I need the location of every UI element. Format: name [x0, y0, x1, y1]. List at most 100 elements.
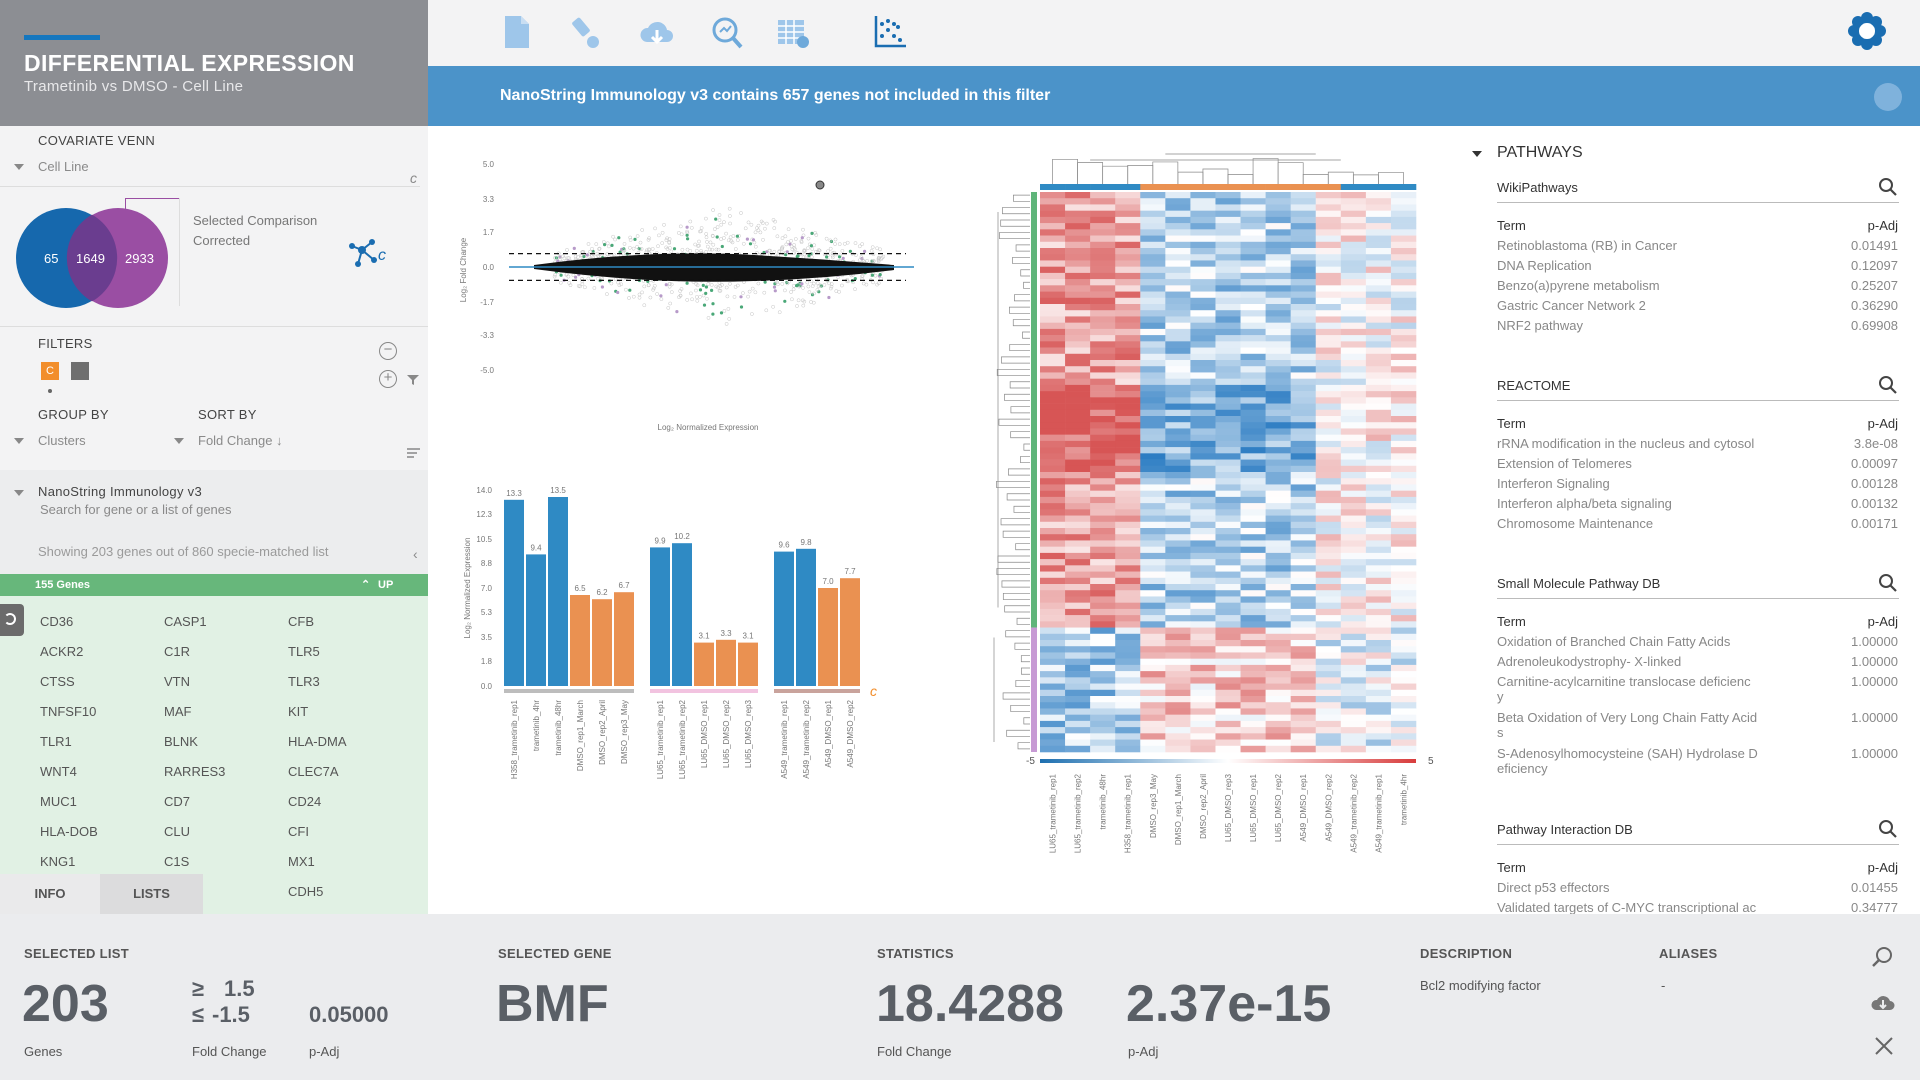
gene-item[interactable]: MAF [164, 704, 192, 719]
venn-overlap[interactable] [66, 214, 118, 302]
cloud-download-icon[interactable] [1871, 992, 1895, 1012]
pathway-term[interactable]: Chromosome Maintenance [1497, 516, 1654, 531]
search-icon[interactable] [1878, 819, 1898, 839]
pathway-term[interactable]: Oxidation of Branched Chain Fatty Acids [1497, 634, 1731, 649]
brush-icon[interactable] [566, 12, 604, 52]
pathway-term[interactable]: DNA Replication [1497, 258, 1592, 273]
bar[interactable] [504, 499, 524, 686]
search-chart-icon[interactable] [708, 12, 746, 52]
pathway-term[interactable]: Adrenoleukodystrophy- X-linked [1497, 654, 1682, 669]
chevron-up-icon[interactable]: ⌃ [361, 579, 371, 591]
gene-list-header[interactable]: 155 Genes ⌃ UP [0, 574, 428, 596]
gene-item[interactable]: VTN [164, 674, 190, 689]
venn-dropdown[interactable]: Cell Line [38, 159, 89, 174]
bar[interactable] [796, 548, 816, 686]
selected-gene-point[interactable] [815, 180, 825, 190]
sort-lines-icon[interactable] [407, 448, 421, 460]
tab-lists[interactable]: LISTS [100, 874, 203, 914]
bar[interactable] [650, 547, 670, 686]
tab-info[interactable]: INFO [0, 874, 100, 914]
pathway-term[interactable]: S-Adenosylhomocysteine (SAH) Hydrolase D… [1497, 746, 1758, 776]
pathway-term[interactable]: Extension of Telomeres [1497, 456, 1632, 471]
gene-item[interactable]: TLR3 [288, 674, 320, 689]
gene-item[interactable]: BLNK [164, 734, 198, 749]
gene-item[interactable]: CFI [288, 824, 309, 839]
gene-item[interactable]: MUC1 [40, 794, 77, 809]
pathway-term[interactable]: Validated targets of C-MYC transcription… [1497, 900, 1757, 915]
pathway-term[interactable]: Benzo(a)pyrene metabolism [1497, 278, 1660, 293]
info-toggle-icon[interactable] [0, 604, 24, 636]
bar[interactable] [774, 551, 794, 686]
venn-diagram[interactable]: 65 1649 2933 [14, 206, 174, 312]
gene-item[interactable]: CLU [164, 824, 191, 839]
search-icon[interactable] [1878, 573, 1898, 593]
gene-item[interactable]: C1R [164, 644, 191, 659]
document-icon[interactable] [498, 12, 536, 52]
gene-item[interactable]: HLA-DMA [288, 734, 347, 749]
gene-item[interactable]: CDH5 [288, 884, 324, 899]
bar[interactable] [716, 639, 736, 686]
gene-item[interactable]: CD36 [40, 614, 74, 629]
sort-by-dropdown[interactable]: Fold Change ↓ [198, 433, 283, 448]
ma-plot[interactable]: 5.0 3.3 1.7 0.0 -1.7 -3.3 -5.0 Log₂ Fold Change… [454, 152, 954, 442]
bar[interactable] [592, 599, 612, 686]
pathway-term[interactable]: Beta Oxidation of Very Long Chain Fatty … [1497, 710, 1758, 740]
pathway-term[interactable]: Interferon alpha/beta signaling [1497, 496, 1672, 511]
gene-item[interactable]: KIT [288, 704, 309, 719]
cloud-download-icon[interactable] [638, 12, 676, 52]
scatter-axis-icon[interactable] [870, 12, 908, 52]
close-icon[interactable] [1874, 1036, 1894, 1056]
gene-item[interactable]: C1S [164, 854, 190, 869]
filter-funnel-icon[interactable] [407, 374, 419, 386]
gene-item[interactable]: CD7 [164, 794, 191, 809]
search-icon[interactable] [1878, 177, 1898, 197]
bar[interactable] [694, 642, 714, 686]
pathway-term[interactable]: Interferon Signaling [1497, 476, 1610, 491]
bar[interactable] [526, 554, 546, 686]
pathway-term[interactable]: Direct p53 effectors [1497, 880, 1610, 895]
flower-logo-icon[interactable] [1846, 10, 1888, 52]
gene-item[interactable]: KNG1 [40, 854, 76, 869]
gene-item[interactable]: RARRES3 [164, 764, 226, 779]
search-icon[interactable] [1872, 946, 1894, 968]
pathway-term[interactable]: Gastric Cancer Network 2 [1497, 298, 1646, 313]
table-settings-icon[interactable] [773, 12, 811, 52]
filter-chip-c[interactable]: C [41, 362, 59, 380]
gene-item[interactable]: ACKR2 [40, 644, 84, 659]
gene-search-input[interactable]: Search for gene or a list of genes [40, 502, 232, 517]
chevron-down-icon[interactable] [14, 438, 24, 444]
filter-chip-gray[interactable] [71, 362, 89, 380]
gene-item[interactable]: MX1 [288, 854, 315, 869]
bar[interactable] [738, 642, 758, 686]
bar[interactable] [614, 592, 634, 686]
gene-item[interactable]: CASP1 [164, 614, 207, 629]
search-icon[interactable] [1878, 375, 1898, 395]
gene-item[interactable]: CLEC7A [288, 764, 339, 779]
chevron-down-icon[interactable] [174, 438, 184, 444]
network-icon[interactable]: c [348, 236, 392, 270]
zoom-out-icon[interactable]: − [379, 342, 397, 360]
gene-item[interactable]: CFB [288, 614, 314, 629]
bar[interactable] [818, 588, 838, 686]
heatmap-cells[interactable] [1040, 192, 1417, 753]
pathway-term[interactable]: Retinoblastoma (RB) in Cancer [1497, 238, 1677, 253]
chevron-left-icon[interactable]: ‹ [413, 546, 418, 562]
chevron-down-icon[interactable] [1472, 151, 1482, 157]
bar-chart[interactable]: 14.0 12.3 10.5 8.8 7.0 5.3 3.5 1.8 0.0 Log₂ Norma… [454, 474, 984, 894]
gene-item[interactable]: TLR5 [288, 644, 320, 659]
pathway-term[interactable]: NRF2 pathway [1497, 318, 1583, 333]
group-by-dropdown[interactable]: Clusters [38, 433, 86, 448]
bar[interactable] [672, 543, 692, 686]
heatmap[interactable]: -5 5 LU65_trametinib_rep1 LU65_trametinib_r… [990, 152, 1458, 892]
chevron-down-icon[interactable] [14, 164, 24, 170]
gene-item[interactable]: WNT4 [40, 764, 77, 779]
chevron-down-icon[interactable] [14, 490, 24, 496]
gene-item[interactable]: CD24 [288, 794, 322, 809]
bar[interactable] [548, 497, 568, 686]
bar[interactable] [570, 595, 590, 686]
pathway-term[interactable]: rRNA modification in the nucleus and cyt… [1497, 436, 1755, 451]
gene-item[interactable]: TLR1 [40, 734, 72, 749]
close-notice-button[interactable]: ✕ [1874, 83, 1902, 111]
bar[interactable] [840, 578, 860, 686]
zoom-in-icon[interactable]: + [379, 370, 397, 388]
